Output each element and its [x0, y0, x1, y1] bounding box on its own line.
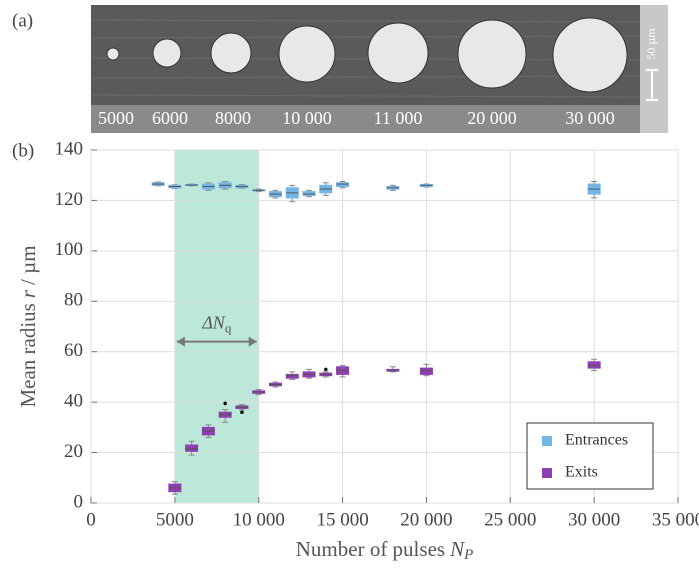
legend-label: Entrances — [565, 432, 628, 449]
legend-swatch — [542, 436, 552, 446]
pulse-label: 8000 — [215, 108, 251, 128]
pulse-label: 5000 — [98, 108, 134, 128]
y-tick-label: 80 — [64, 290, 83, 311]
x-tick-label: 0 — [86, 509, 96, 530]
y-tick-label: 60 — [64, 340, 83, 361]
annotation-subscript: q — [225, 321, 232, 336]
x-tick-label: 10 000 — [233, 509, 285, 530]
legend-swatch — [542, 468, 552, 478]
y-tick-label: 40 — [64, 391, 83, 412]
outlier — [240, 410, 244, 414]
x-tick-label: 15 000 — [316, 509, 368, 530]
x-tick-label: 25 000 — [484, 509, 536, 530]
scale-label: 50 µm — [644, 28, 658, 60]
box — [286, 374, 298, 378]
panel-label: (a) — [12, 10, 33, 31]
y-axis-label-unit: / µm — [16, 245, 40, 285]
box — [337, 183, 349, 187]
box — [303, 192, 315, 196]
y-tick-label: 20 — [64, 441, 83, 462]
x-axis-label-text: Number of pulses — [296, 537, 445, 561]
x-tick-label: 20 000 — [400, 509, 452, 530]
legend-label: Exits — [565, 464, 598, 481]
outlier — [223, 402, 227, 406]
panel-label: (b) — [12, 140, 34, 161]
x-axis-label-symbol: N — [449, 537, 465, 561]
figure: (a) 50 µm 50006000800010 00011 00020 000… — [0, 0, 699, 571]
y-axis-label-text: Mean radius — [16, 303, 40, 407]
x-axis-label-subscript: P — [463, 547, 473, 563]
y-tick-label: 0 — [74, 491, 84, 512]
y-axis-label-symbol: r — [16, 289, 40, 298]
chart: 0 20 40 60 80 100 120 140 0 5000 10 000 15 000 20 00… — [16, 138, 699, 563]
pulse-label: 30 000 — [565, 108, 615, 128]
x-tick-label: 35 000 — [652, 509, 699, 530]
box — [186, 445, 198, 451]
box — [420, 368, 432, 374]
x-tick-label: 30 000 — [568, 509, 620, 530]
pulse-label: 20 000 — [467, 108, 517, 128]
pulse-label: 11 000 — [374, 108, 423, 128]
outlier — [324, 368, 328, 372]
y-tick-label: 120 — [55, 189, 84, 210]
y-axis-label: Mean radius r / µm — [16, 245, 40, 407]
annotation-text: ΔN — [201, 313, 226, 333]
page: (a) 50 µm 50006000800010 00011 00020 000… — [0, 0, 699, 571]
box — [588, 362, 600, 368]
pulse-label: 6000 — [152, 108, 188, 128]
x-tick-label: 5000 — [156, 509, 194, 530]
y-tick-label: 140 — [55, 138, 84, 159]
pulse-label: 10 000 — [282, 108, 332, 128]
y-tick-label: 100 — [55, 239, 84, 260]
